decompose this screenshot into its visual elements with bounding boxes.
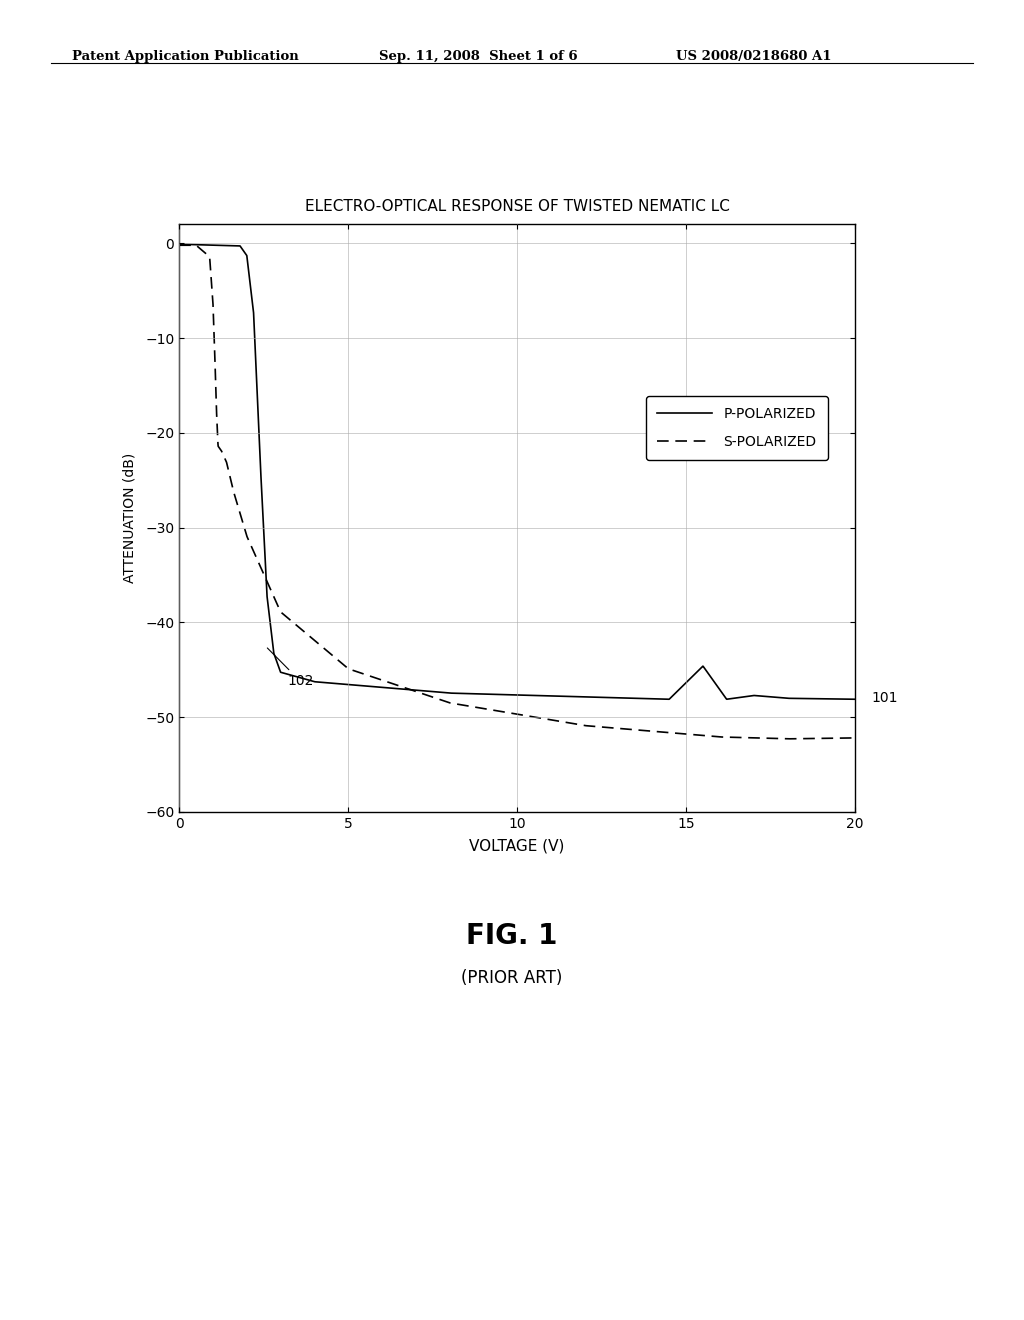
Text: Patent Application Publication: Patent Application Publication bbox=[72, 50, 298, 63]
Title: ELECTRO-OPTICAL RESPONSE OF TWISTED NEMATIC LC: ELECTRO-OPTICAL RESPONSE OF TWISTED NEMA… bbox=[305, 198, 729, 214]
Text: Sep. 11, 2008  Sheet 1 of 6: Sep. 11, 2008 Sheet 1 of 6 bbox=[379, 50, 578, 63]
Legend: P-POLARIZED, S-POLARIZED: P-POLARIZED, S-POLARIZED bbox=[646, 396, 827, 459]
Text: FIG. 1: FIG. 1 bbox=[466, 921, 558, 950]
Y-axis label: ATTENUATION (dB): ATTENUATION (dB) bbox=[123, 453, 137, 583]
Text: US 2008/0218680 A1: US 2008/0218680 A1 bbox=[676, 50, 831, 63]
Text: 101: 101 bbox=[871, 692, 898, 705]
X-axis label: VOLTAGE (V): VOLTAGE (V) bbox=[469, 840, 565, 854]
Text: (PRIOR ART): (PRIOR ART) bbox=[462, 969, 562, 987]
Text: 102: 102 bbox=[267, 648, 313, 689]
